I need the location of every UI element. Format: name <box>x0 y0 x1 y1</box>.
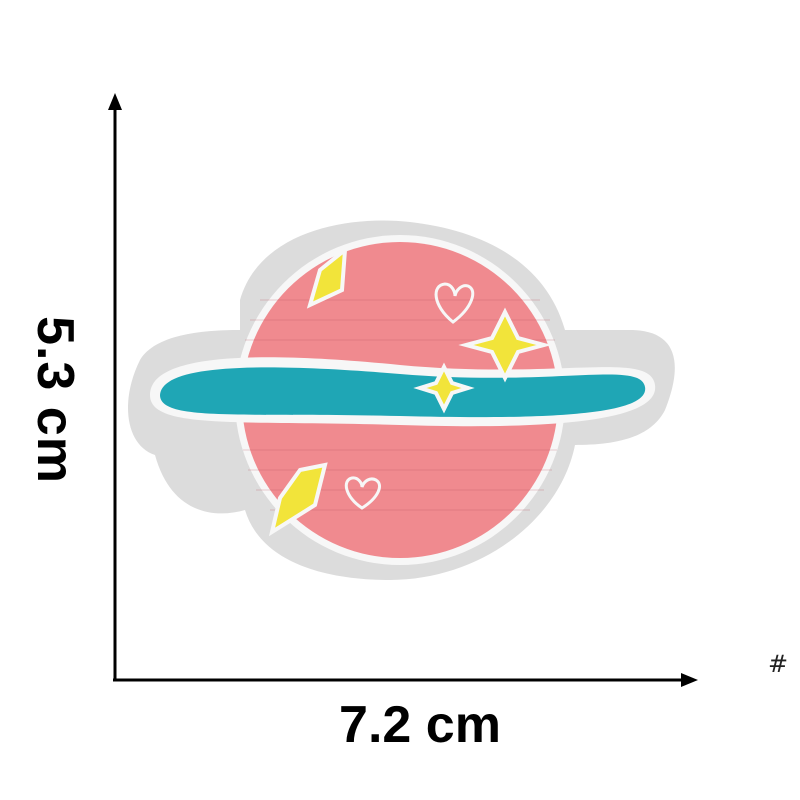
arrow-up-icon <box>108 93 122 110</box>
arrow-right-icon <box>681 673 698 687</box>
sparkle-icon <box>268 245 552 537</box>
height-dimension-label: 5.3 cm <box>26 316 84 484</box>
width-axis <box>113 673 698 687</box>
heart-icon <box>344 282 475 510</box>
corner-mark: # <box>768 650 789 678</box>
width-dimension-label: 7.2 cm <box>339 696 501 754</box>
planet-patch-image <box>128 220 675 580</box>
height-axis <box>108 93 122 680</box>
planet-ring <box>150 357 656 427</box>
